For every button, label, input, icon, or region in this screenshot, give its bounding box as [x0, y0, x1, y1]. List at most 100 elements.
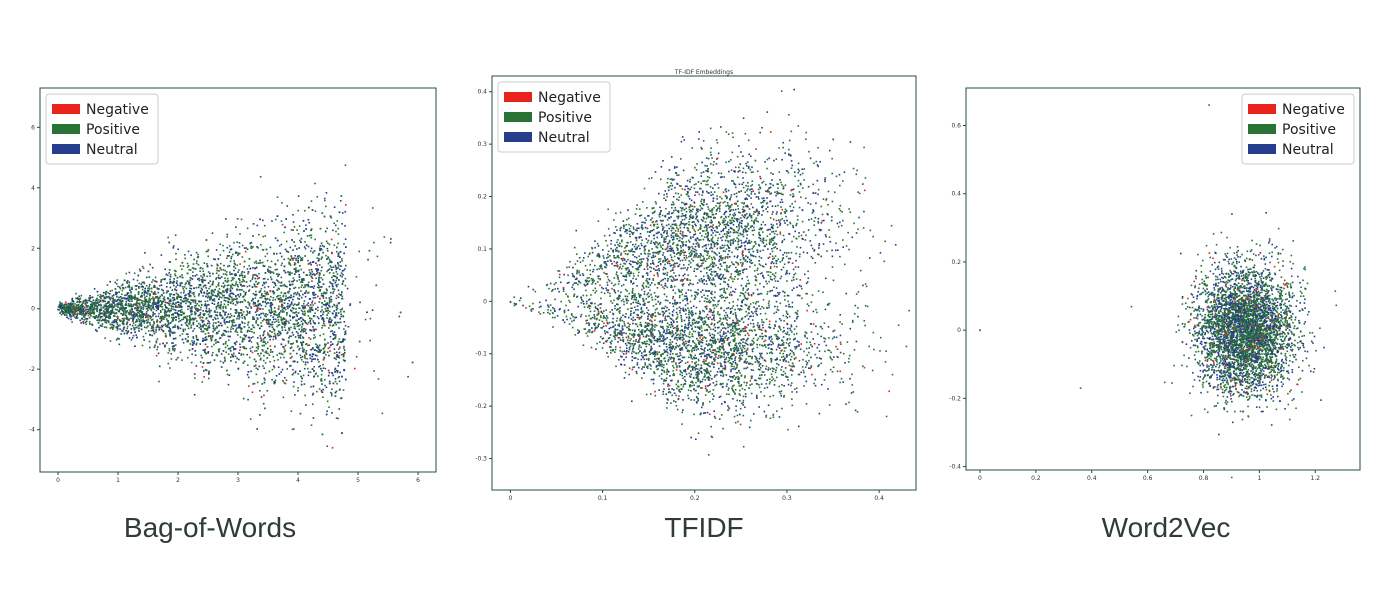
data-point [290, 346, 293, 348]
data-point [159, 299, 162, 302]
data-point [95, 316, 97, 318]
data-point [292, 298, 294, 301]
data-point [81, 305, 84, 307]
data-point [179, 319, 182, 322]
data-point [277, 334, 279, 337]
data-point [98, 311, 101, 314]
data-point [317, 347, 319, 349]
data-point [225, 316, 228, 319]
data-point [163, 312, 166, 314]
data-point [341, 283, 344, 285]
data-point [202, 362, 205, 364]
data-point [175, 286, 177, 288]
data-point [316, 354, 318, 357]
data-point [249, 242, 251, 245]
data-point [301, 284, 303, 287]
data-point [165, 311, 168, 314]
data-point [107, 321, 110, 324]
data-point [331, 282, 334, 285]
data-point [325, 291, 328, 294]
data-point [99, 309, 101, 311]
data-point [116, 322, 118, 324]
data-point [101, 315, 103, 318]
data-point [289, 319, 292, 322]
data-point [296, 315, 299, 318]
data-point [324, 378, 326, 381]
data-point [344, 268, 346, 270]
data-point [259, 290, 262, 292]
data-point [189, 321, 191, 324]
data-point [76, 297, 79, 299]
data-point [111, 303, 113, 306]
data-point [71, 306, 74, 308]
data-point [289, 246, 292, 249]
data-point [131, 314, 133, 317]
data-point [335, 279, 337, 282]
data-point [182, 342, 185, 344]
data-point [278, 305, 280, 308]
data-point [206, 362, 209, 364]
data-point [288, 280, 291, 283]
data-point [126, 317, 129, 319]
data-point [147, 289, 150, 292]
data-point [257, 304, 260, 307]
data-point [339, 346, 341, 349]
data-point [270, 295, 272, 298]
data-point [139, 299, 141, 301]
data-point [115, 292, 117, 294]
data-point [136, 301, 138, 304]
data-point [216, 331, 218, 334]
data-point [297, 332, 299, 335]
data-point [304, 241, 306, 243]
data-point [235, 281, 238, 283]
data-point [304, 285, 307, 288]
data-point [227, 280, 230, 282]
data-point [236, 251, 239, 254]
data-point [225, 290, 228, 292]
data-point [226, 291, 228, 294]
data-point [89, 294, 91, 297]
data-point [224, 305, 227, 308]
data-point [205, 352, 207, 355]
data-point [320, 315, 322, 317]
data-point [89, 306, 92, 309]
data-point [65, 308, 68, 311]
data-point [330, 295, 332, 298]
data-point [118, 338, 120, 340]
data-point [223, 284, 226, 287]
data-point [112, 312, 114, 314]
data-point [261, 319, 264, 322]
data-point [169, 300, 172, 303]
data-point [265, 342, 267, 345]
data-point [259, 316, 262, 319]
data-point [246, 353, 249, 356]
data-point [291, 373, 294, 376]
data-point [231, 321, 234, 323]
data-point [201, 321, 204, 324]
data-point [310, 275, 313, 278]
data-point [92, 316, 95, 318]
data-point [218, 330, 220, 333]
data-point [198, 293, 200, 295]
data-point [169, 299, 171, 302]
data-point [156, 287, 159, 289]
data-point [138, 303, 141, 305]
data-point [255, 260, 257, 263]
data-point [313, 294, 315, 296]
data-point [329, 215, 332, 218]
data-point [310, 268, 313, 271]
data-point [243, 247, 246, 249]
data-point [290, 335, 293, 338]
data-point [311, 306, 313, 309]
data-point [229, 347, 232, 349]
data-point [246, 248, 249, 251]
data-point [320, 310, 322, 313]
data-point [125, 323, 128, 326]
data-point [255, 266, 258, 269]
data-point [216, 325, 218, 328]
data-point [178, 317, 180, 320]
data-point [194, 302, 197, 304]
data-point [136, 336, 138, 339]
data-point [293, 268, 296, 271]
data-point [126, 327, 128, 330]
